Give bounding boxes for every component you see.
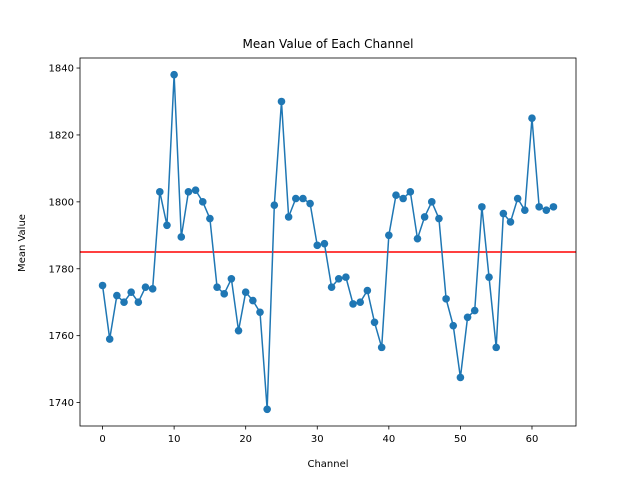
data-point (170, 70, 178, 79)
data-point (470, 306, 479, 315)
data-point (256, 308, 264, 317)
data-point (220, 290, 229, 298)
data-point (277, 97, 286, 106)
data-point (334, 275, 343, 283)
chart-title: Mean Value of Each Channel (243, 37, 414, 51)
data-point (456, 373, 465, 382)
data-point (263, 405, 271, 414)
data-point (113, 291, 121, 300)
data-point (206, 214, 214, 223)
data-point (370, 318, 379, 327)
x-axis-title: Channel (307, 459, 348, 470)
data-point (306, 199, 314, 208)
data-point (299, 194, 307, 203)
axes-frame (79, 57, 577, 427)
data-point (163, 221, 171, 230)
data-point (198, 198, 207, 206)
data-point (291, 194, 300, 203)
data-point (227, 275, 236, 283)
data-point (420, 213, 429, 221)
data-point (542, 206, 551, 215)
data-point (120, 298, 128, 307)
data-point (385, 231, 393, 240)
data-point (349, 300, 357, 308)
data-point (399, 194, 407, 203)
data-point (492, 343, 501, 352)
data-point (406, 188, 415, 196)
data-point (392, 191, 400, 199)
x-tick-label: 10 (168, 434, 181, 445)
data-point (234, 326, 243, 335)
data-point (320, 239, 329, 248)
data-point (141, 283, 150, 291)
data-point (377, 343, 386, 352)
data-point (156, 188, 164, 196)
data-point (284, 213, 293, 221)
y-tick-label: 1820 (49, 130, 74, 141)
data-point (463, 313, 472, 322)
y-tick-label: 1840 (49, 64, 74, 75)
series-line (101, 73, 554, 411)
data-point (148, 285, 157, 293)
x-tick-label: 30 (311, 434, 324, 445)
data-point (549, 203, 558, 211)
data-point (327, 283, 336, 291)
data-point (506, 218, 515, 226)
x-tick-label: 50 (454, 434, 467, 445)
data-point (499, 209, 508, 218)
x-tick-label: 0 (99, 434, 105, 445)
data-point (435, 214, 443, 223)
y-axis-title: Mean Value (17, 214, 28, 272)
data-point (513, 194, 522, 203)
data-point (313, 241, 322, 250)
data-point (213, 283, 221, 291)
data-point (521, 206, 529, 215)
data-point (177, 233, 186, 241)
y-tick-label: 1760 (49, 331, 74, 342)
data-point (98, 281, 107, 290)
data-point (270, 201, 279, 209)
x-tick-label: 40 (382, 434, 395, 445)
plot-area: 0 10 20 30 40 50 60 1740 1760 1780 1800 1820 1840 (49, 57, 577, 445)
data-point (427, 198, 436, 206)
data-point (413, 234, 422, 243)
y-tick-label: 1800 (49, 197, 74, 208)
y-tick-label: 1780 (49, 264, 74, 275)
data-point (127, 288, 135, 296)
y-tick-label: 1740 (49, 398, 74, 409)
data-point (184, 188, 193, 196)
data-point (528, 114, 536, 123)
data-point (241, 288, 250, 296)
data-point (191, 186, 200, 194)
x-tick-label: 20 (239, 434, 252, 445)
data-point (442, 295, 450, 303)
data-point (249, 296, 257, 305)
data-point (535, 203, 543, 211)
data-point (449, 321, 458, 330)
data-point (105, 335, 114, 343)
data-point (356, 298, 365, 307)
data-point (363, 286, 372, 295)
data-point (485, 273, 493, 281)
x-tick-label: 60 (526, 434, 539, 445)
data-point (342, 273, 350, 281)
data-point (478, 203, 486, 211)
data-point (134, 298, 143, 307)
